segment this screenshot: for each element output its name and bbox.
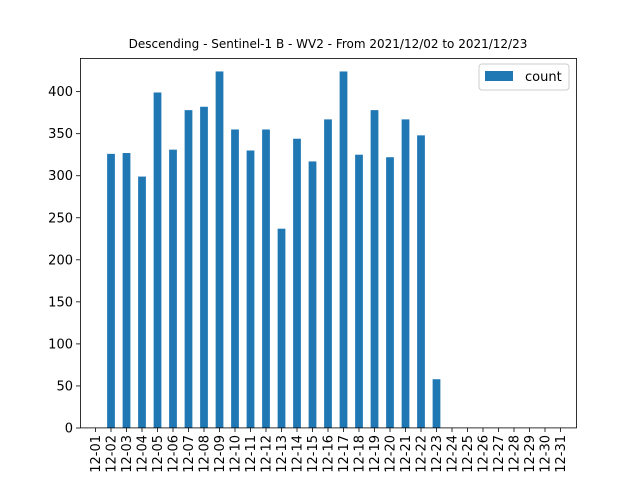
x-tick-label: 12-10 (229, 435, 244, 473)
x-tick-label: 12-15 (306, 435, 321, 473)
x-tick-label: 12-30 (539, 435, 554, 473)
x-tick-label: 12-24 (446, 435, 461, 473)
plot-spine-bottom (80, 427, 577, 429)
x-tick-label: 12-25 (461, 435, 476, 473)
bar-12-04 (138, 176, 146, 428)
y-tick-label: 100 (48, 337, 73, 352)
legend: count (478, 63, 570, 91)
x-tick-label: 12-29 (523, 435, 538, 473)
bar-12-23 (432, 379, 441, 428)
x-tick-label: 12-07 (182, 435, 197, 473)
bar-12-07 (184, 110, 193, 428)
bar-12-19 (370, 110, 379, 428)
chart-title: Descending - Sentinel-1 B - WV2 - From 2… (129, 37, 528, 51)
bar-12-18 (355, 154, 363, 428)
legend-label: count (525, 70, 562, 85)
bar-12-11 (246, 150, 255, 428)
y-axis: 0 50 100 150 200 250 300 350 400 (48, 85, 80, 437)
y-tick-label: 50 (56, 379, 73, 394)
plot-spine-right (576, 58, 577, 428)
x-tick-label: 12-12 (260, 435, 275, 473)
bar-12-03 (122, 153, 131, 428)
bar-12-21 (401, 119, 410, 428)
bar-12-10 (231, 129, 239, 429)
legend-frame (478, 63, 570, 91)
x-tick-label: 12-16 (322, 435, 337, 473)
bar-12-20 (386, 157, 394, 429)
x-tick-label: 12-31 (554, 435, 569, 473)
x-tick-label: 12-04 (136, 435, 151, 473)
x-tick-label: 12-06 (167, 435, 182, 473)
bar-12-13 (277, 228, 286, 428)
x-tick-label: 12-01 (89, 435, 104, 473)
bar-12-09 (215, 71, 224, 428)
x-axis: 12-01 12-02 12-03 12-04 12-05 12-06 12-07 12-08… (89, 428, 569, 473)
bar-12-02 (107, 153, 115, 429)
x-tick-label: 12-11 (244, 435, 259, 473)
y-tick-label: 0 (65, 422, 73, 437)
x-tick-label: 12-26 (477, 435, 492, 473)
y-tick-label: 300 (48, 169, 73, 184)
x-tick-label: 12-03 (120, 435, 135, 473)
x-tick-label: 12-17 (337, 435, 352, 473)
x-tick-label: 12-22 (415, 435, 430, 473)
x-tick-label: 12-21 (399, 435, 414, 473)
bar-12-06 (169, 149, 177, 428)
x-tick-label: 12-02 (105, 435, 120, 473)
bar-12-12 (262, 129, 270, 429)
bar-12-16 (324, 119, 332, 428)
x-tick-label: 12-20 (384, 435, 399, 473)
bar-12-14 (293, 138, 301, 429)
legend-swatch (485, 71, 513, 81)
x-tick-label: 12-08 (198, 435, 213, 473)
y-tick-label: 250 (48, 211, 73, 226)
x-tick-label: 12-09 (213, 435, 228, 473)
bar-12-08 (200, 106, 208, 429)
y-tick-label: 200 (48, 253, 73, 268)
x-tick-label: 12-19 (368, 435, 383, 473)
bar-12-15 (308, 161, 317, 428)
plot-spine-left (80, 58, 81, 428)
x-tick-label: 12-23 (430, 435, 445, 473)
x-tick-label: 12-05 (151, 435, 166, 473)
x-tick-label: 12-14 (291, 435, 306, 473)
y-tick-label: 350 (48, 127, 73, 142)
y-tick-label: 150 (48, 295, 73, 310)
bar-12-05 (153, 92, 162, 428)
bars-layer (107, 71, 441, 429)
bar-12-22 (417, 135, 425, 429)
x-tick-label: 12-18 (353, 435, 368, 473)
plot-spine-top (80, 58, 577, 59)
bar-12-17 (339, 71, 348, 428)
x-tick-label: 12-27 (492, 435, 507, 473)
y-tick-label: 400 (48, 85, 73, 100)
x-tick-label: 12-28 (508, 435, 523, 473)
x-tick-label: 12-13 (275, 435, 290, 473)
